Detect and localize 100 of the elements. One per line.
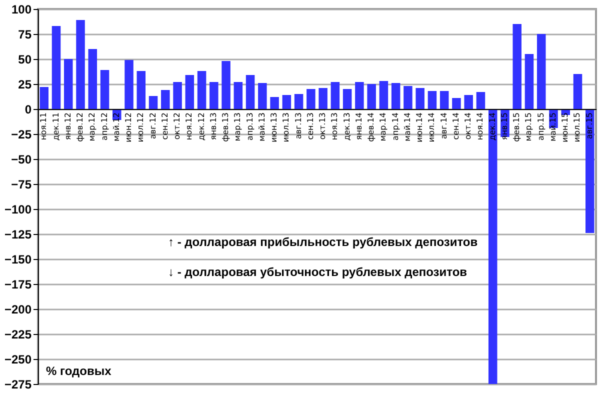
bar bbox=[318, 88, 328, 109]
x-tick-label: апр.12 bbox=[100, 112, 109, 140]
bar bbox=[136, 71, 146, 109]
y-tick-label: −25 bbox=[11, 128, 32, 142]
x-tick-label: июн.15 bbox=[560, 112, 570, 142]
y-tick-label: 75 bbox=[18, 28, 32, 42]
x-tick-label: май.15 bbox=[548, 112, 558, 142]
bar bbox=[536, 34, 546, 109]
bar bbox=[367, 84, 376, 109]
x-tick-label: май.12 bbox=[112, 112, 121, 142]
x-tick-label: апр.13 bbox=[245, 112, 254, 140]
bar bbox=[40, 87, 49, 109]
y-tick-label: 100 bbox=[11, 2, 32, 16]
x-tick-label: апр.14 bbox=[390, 112, 400, 140]
x-tick-label: янв.15 bbox=[500, 112, 509, 140]
x-tick-label: дек.13 bbox=[342, 112, 352, 141]
x-tick-label: июн.14 bbox=[415, 112, 424, 142]
x-tick-label: сен.14 bbox=[451, 112, 460, 140]
x-tick-label: окт.13 bbox=[318, 112, 328, 140]
bar bbox=[76, 20, 85, 109]
bar bbox=[428, 91, 437, 109]
bar bbox=[88, 49, 98, 109]
annotation: ↑ - долларовая прибыльность рублевых депозитов bbox=[168, 235, 478, 249]
bar bbox=[306, 89, 316, 109]
bar bbox=[64, 59, 73, 109]
bar bbox=[488, 109, 498, 384]
y-tick-label: −50 bbox=[11, 152, 32, 166]
bar bbox=[222, 61, 230, 109]
bar bbox=[476, 92, 486, 109]
bar bbox=[185, 75, 194, 109]
bar bbox=[524, 54, 534, 109]
x-tick-label: ноя.14 bbox=[476, 112, 485, 140]
x-tick-label: авг.14 bbox=[439, 112, 448, 140]
x-tick-label: мар.14 bbox=[378, 112, 388, 142]
x-tick-label: июн.12 bbox=[124, 112, 134, 142]
x-tick-label: сен.13 bbox=[306, 112, 315, 140]
bar bbox=[161, 90, 170, 109]
bar bbox=[210, 82, 218, 109]
bar bbox=[452, 98, 461, 109]
x-tick-label: фев.13 bbox=[221, 112, 230, 142]
bar bbox=[440, 91, 449, 109]
bar bbox=[294, 94, 304, 109]
bar bbox=[148, 96, 158, 109]
bar bbox=[52, 26, 61, 109]
bar bbox=[282, 95, 292, 109]
bar bbox=[573, 74, 582, 109]
x-tick-label: июл.14 bbox=[427, 112, 436, 142]
x-tick-label: фев.14 bbox=[366, 112, 376, 142]
x-tick-label: май.13 bbox=[257, 112, 266, 142]
x-tick-label: дек.12 bbox=[196, 112, 206, 141]
x-tick-label: ноя.11 bbox=[39, 112, 48, 140]
y-tick-label: 25 bbox=[18, 78, 32, 92]
x-tick-label: июн.13 bbox=[270, 112, 279, 142]
bar bbox=[258, 83, 267, 109]
x-tick-label: май.14 bbox=[402, 112, 412, 142]
x-tick-label: мар.12 bbox=[88, 112, 97, 142]
x-tick-label: фев.12 bbox=[76, 112, 85, 142]
x-tick-label: дек.11 bbox=[51, 112, 60, 141]
x-tick-label: мар.13 bbox=[233, 112, 242, 142]
bar bbox=[391, 83, 400, 109]
bar bbox=[173, 82, 182, 109]
y-tick-label: −200 bbox=[4, 302, 32, 316]
x-tick-label: дек.14 bbox=[488, 112, 497, 141]
x-tick-label: фев.15 bbox=[512, 112, 522, 142]
bar bbox=[355, 82, 364, 109]
x-tick-label: окт.12 bbox=[172, 112, 182, 140]
bar bbox=[124, 60, 134, 109]
x-tick-label: янв.12 bbox=[63, 112, 72, 140]
x-tick-label: окт.14 bbox=[464, 112, 473, 140]
y-tick-label: −275 bbox=[4, 378, 32, 392]
bar bbox=[197, 71, 206, 109]
bar bbox=[512, 24, 522, 109]
y-tick-label: −225 bbox=[4, 328, 32, 342]
y-tick-label: −150 bbox=[4, 252, 32, 266]
y-tick-label: −175 bbox=[4, 278, 32, 292]
x-tick-label: мар.15 bbox=[524, 112, 534, 142]
bar bbox=[379, 81, 388, 109]
x-tick-label: июл.15 bbox=[572, 112, 582, 142]
y-tick-label: −250 bbox=[4, 352, 32, 366]
bar bbox=[404, 86, 412, 109]
bar bbox=[585, 109, 594, 233]
x-tick-label: авг.15 bbox=[584, 112, 594, 140]
bar bbox=[342, 89, 352, 109]
bar bbox=[330, 82, 340, 109]
x-tick-label: янв.14 bbox=[354, 112, 364, 140]
bar bbox=[416, 88, 424, 109]
x-tick-label: янв.13 bbox=[208, 112, 218, 140]
x-tick-label: сен.12 bbox=[160, 112, 170, 140]
bar bbox=[246, 75, 255, 109]
x-tick-label: июл.12 bbox=[136, 112, 146, 142]
x-tick-label: июл.13 bbox=[282, 112, 291, 142]
x-tick-label: авг.12 bbox=[148, 112, 158, 140]
y-tick-label: −100 bbox=[4, 202, 32, 216]
bar bbox=[234, 82, 243, 109]
annotation: ↓ - долларовая убыточность рублевых депозитов bbox=[168, 265, 468, 279]
y-tick-label: 50 bbox=[18, 52, 32, 66]
bar bbox=[464, 95, 473, 109]
annotation: % годовых bbox=[46, 364, 112, 378]
x-tick-label: ноя.12 bbox=[184, 112, 194, 140]
y-tick-label: 0 bbox=[24, 102, 32, 116]
